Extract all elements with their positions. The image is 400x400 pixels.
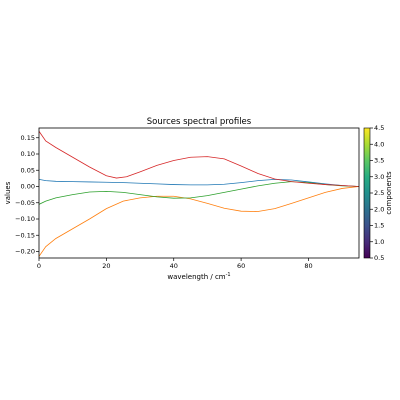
y-tick-label: −0.10 [15, 215, 35, 223]
colorbar-tick-label: 1.0 [374, 238, 384, 246]
colorbar-tick-label: 2.5 [374, 189, 384, 197]
x-axis-label-text: wavelength / cm [167, 273, 225, 281]
colorbar-label: components [385, 171, 393, 215]
y-tick-label: 0.05 [21, 166, 35, 174]
colorbar [363, 127, 371, 259]
y-tick-label: −0.20 [15, 248, 35, 256]
x-axis: 0 20 40 60 80 [37, 258, 313, 270]
series-line-3 [39, 181, 359, 205]
plot-frame [38, 127, 360, 259]
colorbar-tick-label: 3.5 [374, 157, 384, 165]
y-tick-label: 0.00 [21, 183, 35, 191]
colorbar-tick-label: 3.0 [374, 173, 384, 181]
y-axis-label: values [4, 181, 12, 204]
colorbar-tick-label: 4.5 [374, 124, 384, 132]
x-tick-label: 40 [170, 262, 178, 270]
y-tick-label: 0.15 [21, 134, 35, 142]
x-axis-label: wavelength / cm-1 [167, 272, 230, 281]
chart-title: Sources spectral profiles [147, 117, 252, 127]
colorbar-tick-label: 1.5 [374, 222, 384, 230]
x-tick-label: 60 [237, 262, 245, 270]
colorbar-axis: 0.5 1.0 1.5 2.0 2.5 3.0 3.5 4.0 4.5 [370, 124, 384, 262]
series-group [39, 131, 359, 257]
y-tick-label: −0.05 [15, 199, 35, 207]
x-tick-label: 0 [37, 262, 41, 270]
colorbar-tick-label: 0.5 [374, 254, 384, 262]
y-tick-label: −0.15 [15, 231, 35, 239]
y-axis: −0.20 −0.15 −0.10 −0.05 0.00 0.05 0.10 0.15 [15, 134, 39, 256]
series-line-4 [39, 131, 359, 187]
x-tick-label: 80 [304, 262, 312, 270]
series-line-2 [39, 186, 359, 257]
series-line-1 [39, 178, 359, 187]
colorbar-tick-label: 2.0 [374, 205, 384, 213]
y-tick-label: 0.10 [21, 150, 35, 158]
colorbar-tick-label: 4.0 [374, 140, 384, 148]
x-tick-label: 20 [102, 262, 110, 270]
x-axis-label-superscript: -1 [226, 272, 231, 278]
